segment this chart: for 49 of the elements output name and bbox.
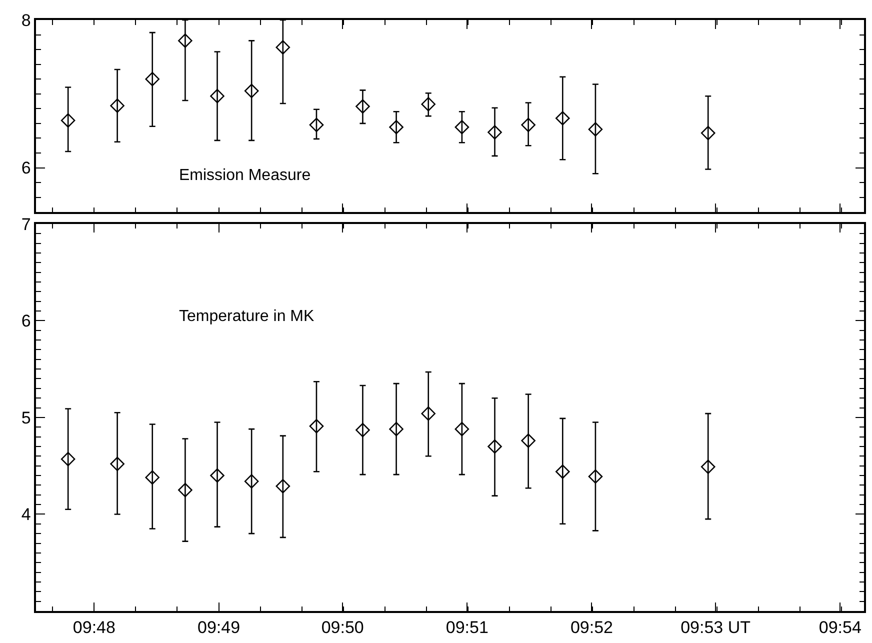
- point: [244, 474, 259, 488]
- point: [588, 122, 603, 136]
- x-tick-label: 09:51: [446, 618, 488, 638]
- annotation: Emission Measure: [179, 167, 311, 184]
- y-tick-label: 6: [21, 312, 31, 331]
- point: [145, 72, 160, 86]
- x-tick-label: 09:49: [197, 618, 240, 638]
- point: [356, 422, 370, 438]
- y-tick-label: 5: [21, 408, 31, 428]
- x-tick-label: 09:52: [570, 618, 614, 638]
- point: [421, 97, 436, 112]
- point: [454, 120, 470, 134]
- point: [488, 125, 502, 140]
- annotation: Temperature in MK: [179, 308, 314, 325]
- point: [178, 34, 192, 48]
- point: [521, 118, 536, 132]
- point: [60, 113, 76, 128]
- y-tick-label: 8: [21, 10, 31, 30]
- point: [145, 470, 160, 485]
- point: [309, 118, 324, 132]
- point: [521, 434, 536, 448]
- point: [389, 422, 404, 436]
- point: [210, 88, 224, 104]
- x-tick-label: 09:54: [818, 618, 862, 638]
- point: [309, 419, 324, 434]
- point: [210, 468, 224, 483]
- point: [389, 120, 404, 134]
- y-tick-label: 6: [21, 158, 31, 178]
- point: [555, 111, 570, 126]
- point: [60, 452, 76, 466]
- point: [555, 464, 570, 479]
- x-tick-label: 09:53 UT: [680, 618, 751, 638]
- point: [356, 99, 370, 114]
- point: [178, 482, 192, 498]
- point: [110, 456, 124, 472]
- x-tick-label: 09:48: [72, 618, 116, 638]
- point: [700, 460, 716, 474]
- y-tick-label: 7: [21, 214, 31, 234]
- point: [110, 98, 124, 113]
- point: [421, 406, 436, 421]
- point: [276, 40, 290, 54]
- point: [488, 439, 502, 454]
- point: [588, 469, 603, 484]
- point: [244, 84, 259, 98]
- point: [454, 422, 470, 436]
- point: [276, 479, 290, 494]
- y-tick-label: 4: [21, 505, 31, 524]
- x-tick-label: 09:50: [321, 618, 364, 638]
- point: [700, 126, 716, 140]
